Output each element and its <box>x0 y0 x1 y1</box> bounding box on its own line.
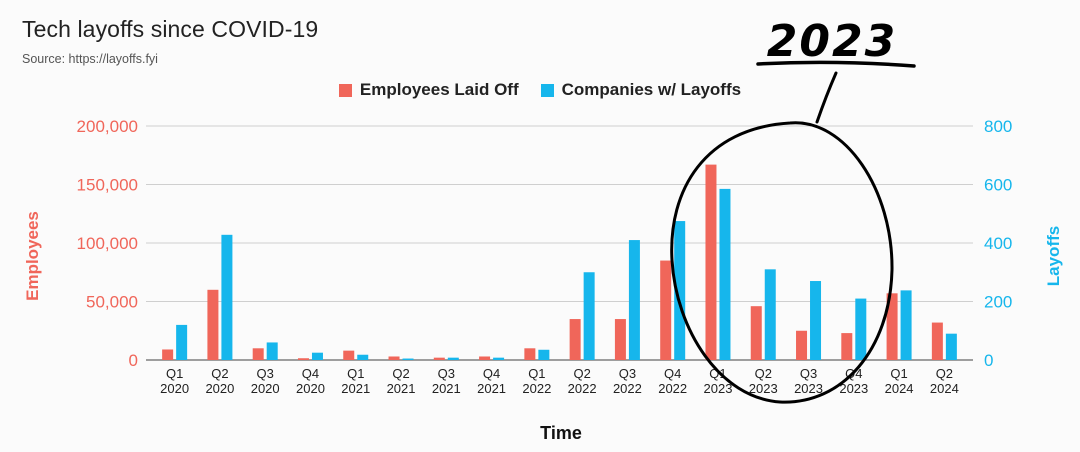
x-axis-title: Time <box>540 423 582 443</box>
bar-companies-with-layoffs <box>855 298 867 360</box>
bar-companies-with-layoffs <box>810 281 822 360</box>
legend-swatch-employees <box>338 83 352 97</box>
bar-companies-with-layoffs <box>221 234 233 360</box>
y-right-tick-label: 400 <box>984 234 1012 253</box>
x-tick-label: Q4 2020 <box>296 366 325 396</box>
bar-companies-with-layoffs <box>674 221 686 360</box>
bar-companies-with-layoffs <box>583 272 595 360</box>
y-left-tick-label: 150,000 <box>77 176 138 195</box>
bar-employees-laid-off <box>931 322 943 360</box>
bar-companies-with-layoffs <box>764 269 776 360</box>
x-tick-label: Q1 2020 <box>160 366 189 396</box>
y-right-tick-label: 0 <box>984 351 993 370</box>
bar-employees-laid-off <box>433 357 445 360</box>
y-axis-left-ticks: 0 50,000 100,000 150,000 200,000 <box>77 117 138 370</box>
annotation-ellipse <box>670 121 894 404</box>
bar-companies-with-layoffs <box>266 342 278 360</box>
y-right-tick-label: 800 <box>984 117 1012 136</box>
x-tick-label: Q2 2024 <box>930 366 959 396</box>
x-tick-label: Q2 2022 <box>568 366 597 396</box>
bar-employees-laid-off <box>343 350 355 360</box>
bar-companies-with-layoffs <box>900 290 912 360</box>
legend-item-companies: Companies w/ Layoffs <box>540 80 742 100</box>
bar-companies-with-layoffs <box>447 357 459 360</box>
y-axis-right-ticks: 0 200 400 600 800 <box>984 117 1012 370</box>
y-right-tick-label: 600 <box>984 176 1012 195</box>
bar-employees-laid-off <box>750 306 762 360</box>
bar-companies-with-layoffs <box>493 357 505 360</box>
bar-companies-with-layoffs <box>357 354 369 360</box>
legend-label-companies: Companies w/ Layoffs <box>561 80 742 99</box>
bar-employees-laid-off <box>162 349 174 360</box>
x-tick-label: Q3 2020 <box>251 366 280 396</box>
bar-employees-laid-off <box>569 319 581 360</box>
bar-employees-laid-off <box>841 333 853 360</box>
x-tick-label: Q4 2022 <box>658 366 687 396</box>
bar-employees-laid-off <box>524 348 536 360</box>
bar-companies-with-layoffs <box>176 324 188 360</box>
y-left-tick-label: 0 <box>129 351 138 370</box>
x-tick-label: Q3 2023 <box>794 366 823 396</box>
bar-employees-laid-off <box>479 356 491 360</box>
bar-companies-with-layoffs <box>628 240 640 360</box>
x-tick-label: Q3 2021 <box>432 366 461 396</box>
bar-employees-laid-off <box>614 319 626 360</box>
x-tick-label: Q3 2022 <box>613 366 642 396</box>
annotation-underline <box>756 60 916 68</box>
chart-title: Tech layoffs since COVID-19 <box>22 16 319 42</box>
bar-employees-laid-off <box>705 164 717 360</box>
y-left-tick-label: 200,000 <box>77 117 138 136</box>
x-tick-label: Q4 2021 <box>477 366 506 396</box>
y-axis-right-title: Layoffs <box>1044 226 1063 286</box>
bar-companies-with-layoffs <box>719 188 731 360</box>
bar-employees-laid-off <box>297 358 309 360</box>
x-tick-label: Q2 2020 <box>205 366 234 396</box>
chart-legend: Employees Laid Off Companies w/ Layoffs <box>0 80 1080 100</box>
chart-source: Source: https://layoffs.fyi <box>22 52 158 66</box>
legend-label-employees: Employees Laid Off <box>359 80 519 99</box>
chart-gridlines <box>146 125 973 361</box>
y-right-tick-label: 200 <box>984 293 1012 312</box>
legend-swatch-companies <box>540 83 554 97</box>
bar-employees-laid-off <box>660 260 672 360</box>
y-left-tick-label: 50,000 <box>86 293 138 312</box>
x-tick-label: Q2 2021 <box>387 366 416 396</box>
bar-employees-laid-off <box>207 289 219 360</box>
annotation-2023: 2023 <box>670 16 916 404</box>
x-tick-label: Q2 2023 <box>749 366 778 396</box>
bar-companies-with-layoffs <box>945 333 957 360</box>
x-tick-label: Q1 2021 <box>341 366 370 396</box>
bar-employees-laid-off <box>388 356 400 360</box>
bar-companies-with-layoffs <box>402 358 414 360</box>
y-left-tick-label: 100,000 <box>77 234 138 253</box>
x-tick-label: Q1 2022 <box>522 366 551 396</box>
annotation-2023-label: 2023 <box>767 16 897 67</box>
legend-item-employees: Employees Laid Off <box>338 80 519 100</box>
bar-employees-laid-off <box>886 293 898 360</box>
bar-employees-laid-off <box>252 348 264 360</box>
bar-companies-with-layoffs <box>538 349 550 360</box>
bar-companies-with-layoffs <box>311 352 323 360</box>
x-axis-ticks: Q1 2020 Q2 2020 Q3 2020 Q4 2020 Q1 2021 Q2 2021 Q3 20… <box>160 366 959 396</box>
y-axis-left-title: Employees <box>23 211 42 301</box>
chart-bars <box>162 164 957 360</box>
bar-employees-laid-off <box>796 330 808 360</box>
x-tick-label: Q1 2024 <box>885 366 914 396</box>
annotation-pointer <box>815 71 838 124</box>
